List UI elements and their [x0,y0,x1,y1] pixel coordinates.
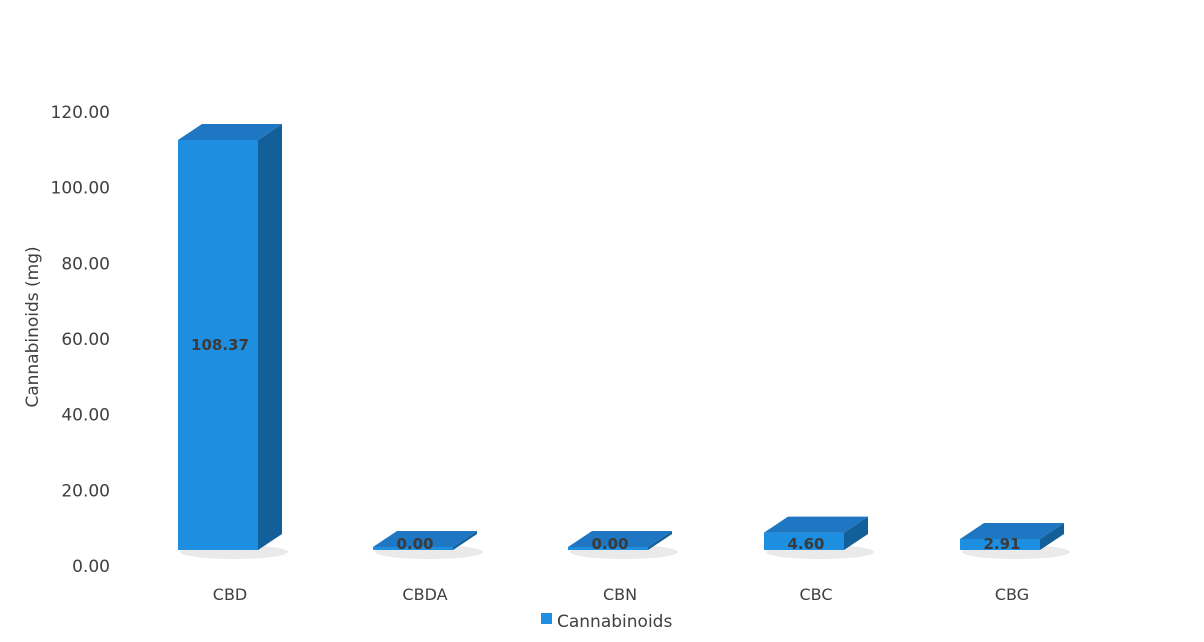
bars: 108.37 0.00 0.00 4.60 2.91 [178,124,1070,559]
legend: Cannabinoids [541,612,672,632]
x-category-label: CBN [603,585,637,604]
data-label: 0.00 [396,535,433,553]
bar [373,547,453,550]
bar [568,547,648,550]
bar-side [844,516,868,550]
y-tick-label: 120.00 [51,103,110,123]
data-label: 4.60 [787,535,824,553]
legend-swatch [541,613,552,624]
x-category-label: CBG [995,585,1029,604]
bar-top [764,516,868,533]
legend-label: Cannabinoids [557,612,672,632]
bar-side [1040,522,1064,550]
bar-side [648,531,672,550]
bar [764,532,844,550]
x-axis-category-labels: CBD CBDA CBN CBC CBG [213,585,1029,604]
y-axis-ticks: 0.00 20.00 40.00 60.00 80.00 100.00 120.00 [51,103,110,577]
y-tick-label: 80.00 [61,254,110,274]
bar-side [258,124,282,550]
y-tick-label: 40.00 [61,406,110,426]
data-label: 2.91 [983,535,1020,553]
y-tick-label: 0.00 [72,557,110,577]
bar [178,140,258,550]
bar-side [453,531,477,550]
x-category-label: CBDA [402,585,447,604]
bar-top [960,522,1064,539]
bar-top [568,531,672,547]
y-tick-label: 20.00 [61,481,110,501]
data-label: 0.00 [591,535,628,553]
data-label: 108.37 [191,336,249,354]
bar [960,538,1040,550]
bar-top [178,124,282,141]
y-tick-label: 100.00 [51,179,110,199]
bar-top [373,531,477,547]
x-category-label: CBC [799,585,832,604]
y-tick-label: 60.00 [61,330,110,350]
x-category-label: CBD [213,585,247,604]
y-axis-label: Cannabinoids (mg) [23,246,43,407]
